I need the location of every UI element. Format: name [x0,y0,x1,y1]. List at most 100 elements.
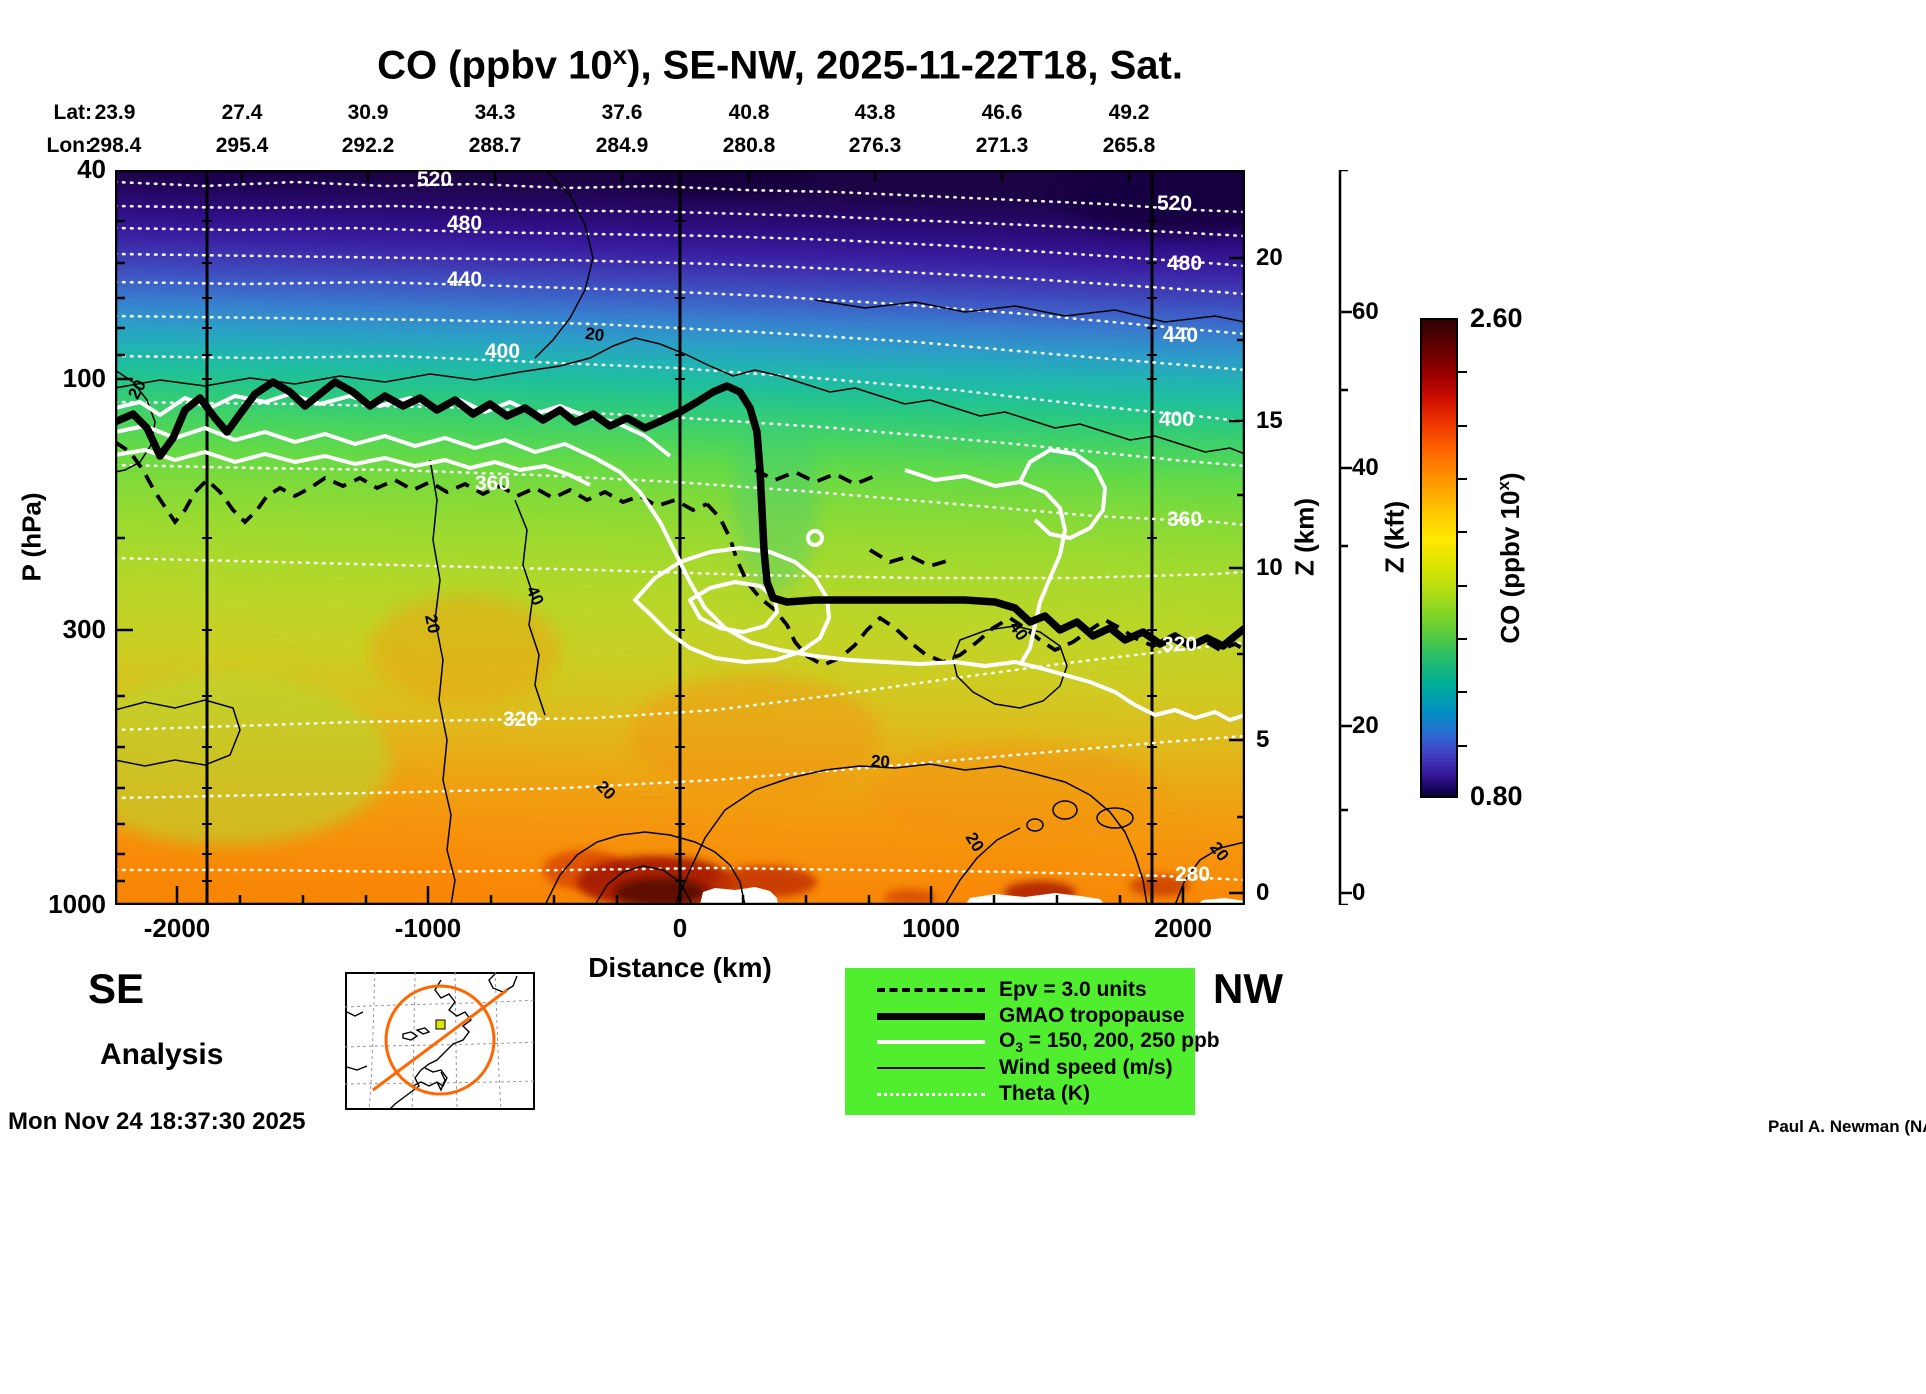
theta-contour-labels: 520 520 480 480 440 440 400 400 360 360 … [417,170,1210,886]
co-field-texture-blobs [115,170,1245,905]
epv-contours [115,440,1245,668]
theta-line-sample [877,1092,985,1096]
lat-tick: 27.4 [221,101,263,124]
legend: Epv = 3.0 units GMAO tropopause O3 = 150… [845,968,1220,1115]
theta-label: 400 [1159,408,1194,431]
lat-tick: 23.9 [94,101,136,124]
page-title: CO (ppbv 10x), SE-NW, 2025-11-22T18, Sat… [115,40,1445,88]
lat-tick: 43.8 [854,101,896,124]
legend-label-ozone: O3 = 150, 200, 250 ppb [999,1029,1220,1055]
lat-axis-label: Lat: [53,101,93,124]
lon-tick: 292.2 [341,134,395,157]
pressure-tick: 300 [62,614,106,644]
midpoint-marker [435,1019,446,1030]
colorbar-title-superscript: x [1494,481,1514,491]
z-kft-tick: 20 [1352,712,1379,739]
nw-corner-label: NW [1213,965,1283,1012]
z-km-tick: 15 [1256,407,1283,434]
epv-line-sample [877,988,985,992]
x-axis-label: Distance (km) [588,952,772,983]
legend-label-theta: Theta (K) [999,1082,1090,1105]
lon-tick: 276.3 [848,134,902,157]
colorbar-tick [1458,371,1467,373]
legend-label-wind: Wind speed (m/s) [999,1056,1173,1079]
legend-row-ozone: O3 = 150, 200, 250 ppb [845,1029,1220,1055]
z-kft-tick: 0 [1352,879,1366,906]
z-kft-tick: 40 [1352,454,1379,481]
theta-label: 360 [475,472,510,495]
ozone-line-sample [877,1040,985,1044]
colorbar-tick [1458,425,1467,427]
z-kft-axis-label: Z (kft) [1379,500,1410,574]
colorbar-title-suffix: ) [1494,472,1525,482]
x-tick: 2000 [1154,913,1212,943]
title-prefix: CO (ppbv 10 [377,43,613,88]
timestamp: Mon Nov 24 18:37:30 2025 [8,1108,306,1135]
colorbar-tick [1458,638,1467,640]
lon-tick: 288.7 [468,134,522,157]
lon-tick: 271.3 [975,134,1029,157]
analysis-label: Analysis [100,1038,224,1071]
colorbar-tick [1458,585,1467,587]
lon-tick: 284.9 [595,134,649,157]
z-km-tick: 0 [1256,879,1270,906]
lat-tick: 40.8 [728,101,770,124]
credit: Paul A. Newman (NASA [1768,1117,1926,1136]
z-kft-axis [1338,170,1352,905]
lon-tick: 298.4 [88,134,142,157]
colorbar-title: CO (ppbv 10x) [1494,472,1526,643]
theta-label: 320 [503,708,538,731]
theta-label: 320 [1162,633,1197,656]
legend-label-epv: Epv = 3.0 units [999,978,1147,1001]
theta-label: 520 [1157,192,1192,215]
colorbar-min-label: 0.80 [1470,781,1523,811]
theta-label: 280 [1175,863,1210,886]
x-tick: 0 [672,913,688,943]
colorbar-title-prefix: CO (ppbv 10 [1494,490,1525,644]
theta-label: 480 [447,212,482,235]
ozone-label-suffix: = 150, 200, 250 ppb [1022,1028,1220,1052]
se-corner-label: SE [88,965,145,1012]
legend-row-tropopause: GMAO tropopause [845,1003,1195,1029]
pressure-axis-label: P (hPa) [16,492,47,582]
legend-row-wind: Wind speed (m/s) [845,1055,1195,1081]
lon-tick: 295.4 [215,134,269,157]
wind-line-sample [877,1067,985,1069]
tropopause-line-sample [877,1012,985,1020]
lon-tick: 280.8 [722,134,776,157]
wind-label: 20 [870,751,890,771]
inset-map [345,972,535,1110]
x-tick: -1000 [394,913,462,943]
theta-label: 520 [417,170,452,191]
ozone-label-subscript: 3 [1015,1040,1023,1056]
wind-label: 20 [421,613,444,635]
title-superscript: x [612,40,628,70]
legend-row-theta: Theta (K) [845,1081,1195,1107]
legend-row-epv: Epv = 3.0 units [845,977,1195,1003]
lat-tick: 30.9 [347,101,389,124]
cross-section-track [372,988,508,1092]
title-suffix: ), SE-NW, 2025-11-22T18, Sat. [627,43,1183,88]
lon-axis-label: Lon: [46,134,92,157]
pressure-tick: 1000 [48,889,106,919]
wind-label: 20 [584,324,605,345]
plot-frame [115,170,1245,905]
pressure-tick: 100 [62,363,106,393]
wind-speed-contours [115,170,1245,905]
track-range-circle [384,984,496,1096]
map-graticule [345,972,535,1110]
colorbar-tick [1458,478,1467,480]
theta-label: 360 [1167,508,1202,531]
colorbar-tick [1458,691,1467,693]
colorbar-tick [1458,745,1467,747]
z-km-axis-label: Z (km) [1289,498,1320,576]
x-tick: 1000 [902,913,960,943]
legend-label-tropopause: GMAO tropopause [999,1004,1185,1027]
vertical-marker-ticks [202,220,1157,882]
theta-label: 480 [1167,252,1202,275]
theta-label: 440 [1163,324,1198,347]
lat-tick: 49.2 [1108,101,1150,124]
colorbar-max-label: 2.60 [1470,303,1523,333]
z-km-tick: 20 [1256,244,1283,271]
